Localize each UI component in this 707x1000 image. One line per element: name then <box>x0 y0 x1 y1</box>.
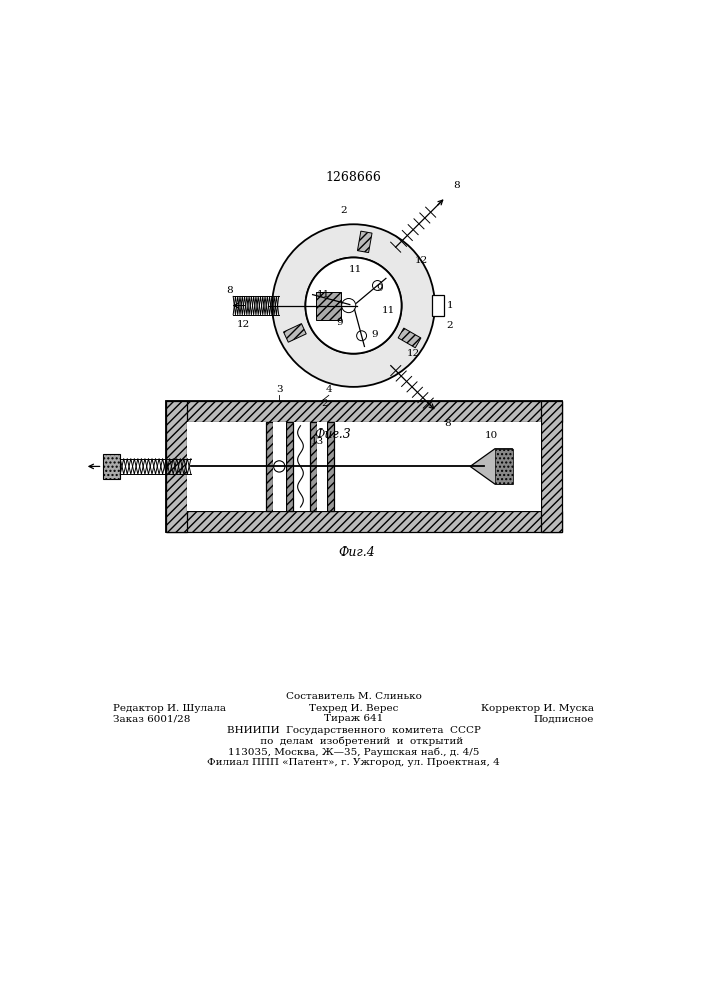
Text: 3: 3 <box>276 385 283 394</box>
Text: 8: 8 <box>227 286 233 295</box>
Polygon shape <box>398 328 421 348</box>
Text: 8: 8 <box>444 419 451 428</box>
Text: Фиг.3: Фиг.3 <box>314 428 351 441</box>
Circle shape <box>305 257 402 354</box>
Text: 2: 2 <box>341 206 347 215</box>
Bar <box>166 401 562 532</box>
Text: 8: 8 <box>453 181 460 190</box>
Circle shape <box>318 293 328 302</box>
Bar <box>310 422 317 511</box>
Wedge shape <box>272 224 435 387</box>
Text: Подписное: Подписное <box>534 714 594 723</box>
Circle shape <box>274 461 285 472</box>
Text: 11: 11 <box>349 265 363 274</box>
Bar <box>187 422 541 511</box>
Bar <box>187 422 541 511</box>
Text: Корректор И. Муска: Корректор И. Муска <box>481 704 594 713</box>
Text: 9: 9 <box>377 284 383 293</box>
Text: 4: 4 <box>325 385 332 394</box>
Bar <box>266 422 273 511</box>
Bar <box>166 401 562 422</box>
Text: 113035, Москва, Ж—35, Раушская наб., д. 4/5: 113035, Москва, Ж—35, Раушская наб., д. … <box>228 747 479 757</box>
Text: 12: 12 <box>237 320 250 329</box>
Polygon shape <box>284 324 306 342</box>
Bar <box>316 306 341 320</box>
Text: 12: 12 <box>407 349 420 358</box>
Bar <box>327 422 334 511</box>
Text: по  делам  изобретений  и  открытий: по делам изобретений и открытий <box>244 737 463 746</box>
Text: 9: 9 <box>372 330 378 339</box>
Polygon shape <box>470 449 513 484</box>
Text: 9: 9 <box>337 318 344 327</box>
Bar <box>316 292 341 306</box>
Text: Заказ 6001/28: Заказ 6001/28 <box>113 714 190 723</box>
Text: 10: 10 <box>485 431 498 440</box>
Bar <box>317 422 327 511</box>
Text: 2: 2 <box>446 321 452 330</box>
Bar <box>166 511 562 532</box>
Text: 11: 11 <box>382 306 395 315</box>
Text: 1268666: 1268666 <box>325 171 382 184</box>
Text: ВНИИПИ  Государственного  комитета  СССР: ВНИИПИ Государственного комитета СССР <box>226 726 481 735</box>
Text: Редактор И. Шулала: Редактор И. Шулала <box>113 704 226 713</box>
Text: 12: 12 <box>415 256 428 265</box>
Text: 11: 11 <box>317 290 330 299</box>
Text: Филиал ППП «Патент», г. Ужгород, ул. Проектная, 4: Филиал ППП «Патент», г. Ужгород, ул. Про… <box>207 758 500 767</box>
Bar <box>273 422 286 511</box>
Bar <box>433 295 444 316</box>
Polygon shape <box>358 231 372 253</box>
Text: Техред И. Верес: Техред И. Верес <box>309 704 398 713</box>
Bar <box>541 401 562 532</box>
Text: Тираж 641: Тираж 641 <box>324 714 383 723</box>
Bar <box>495 449 513 484</box>
Circle shape <box>356 331 366 341</box>
Bar <box>286 422 293 511</box>
Text: 2: 2 <box>322 399 328 408</box>
Text: 13: 13 <box>311 437 325 446</box>
Bar <box>103 454 120 479</box>
Circle shape <box>341 299 356 313</box>
Text: 1: 1 <box>447 301 454 310</box>
Bar <box>166 401 187 532</box>
Text: Составитель М. Слинько: Составитель М. Слинько <box>286 692 421 701</box>
Circle shape <box>373 281 382 290</box>
Text: Фиг.4: Фиг.4 <box>339 546 375 559</box>
